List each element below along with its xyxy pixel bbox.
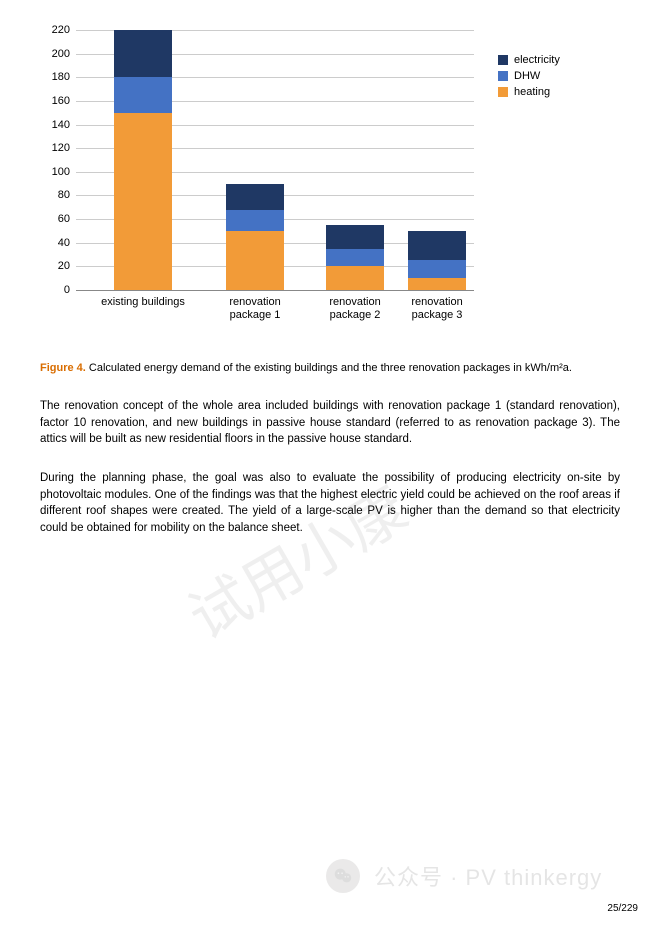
y-tick-label: 140 (42, 119, 70, 131)
y-tick-label: 60 (42, 213, 70, 225)
bar-segment-heating (326, 266, 384, 290)
legend-item-electricity: electricity (498, 54, 560, 66)
y-tick-label: 160 (42, 95, 70, 107)
chart-plot-area: 020406080100120140160180200220 (76, 30, 474, 291)
y-tick-label: 200 (42, 48, 70, 60)
wechat-watermark: 公众号 · PV thinkergy (320, 854, 640, 898)
legend-label: heating (514, 86, 550, 98)
figure-caption: Figure 4. Calculated energy demand of th… (40, 362, 620, 374)
bar-segment-heating (408, 278, 466, 290)
y-tick-label: 120 (42, 142, 70, 154)
bar-segment-electricity (114, 30, 172, 77)
bar-segment-electricity (326, 225, 384, 249)
bar-segment-electricity (408, 231, 466, 261)
paragraph-1: The renovation concept of the whole area… (40, 398, 620, 448)
legend-swatch (498, 55, 508, 65)
bar-segment-heating (114, 113, 172, 290)
wechat-icon (326, 859, 360, 893)
page-root: 试用小康 020406080100120140160180200220 elec… (0, 0, 660, 934)
x-category-label: existing buildings (95, 296, 191, 309)
legend-label: electricity (514, 54, 560, 66)
bar-segment-heating (226, 231, 284, 290)
paragraph-2: During the planning phase, the goal was … (40, 470, 620, 537)
y-tick-label: 40 (42, 237, 70, 249)
wechat-label: 公众号 · PV thinkergy (374, 860, 602, 892)
figure-label: Figure 4. (40, 362, 86, 374)
figure-caption-text: Calculated energy demand of the existing… (86, 362, 572, 374)
y-tick-label: 100 (42, 166, 70, 178)
legend-swatch (498, 87, 508, 97)
legend-item-heating: heating (498, 86, 560, 98)
bar-segment-DHW (326, 249, 384, 267)
legend-swatch (498, 71, 508, 81)
y-tick-label: 0 (42, 284, 70, 296)
bar-segment-electricity (226, 184, 284, 210)
legend-item-DHW: DHW (498, 70, 560, 82)
legend-label: DHW (514, 70, 540, 82)
bar-segment-DHW (408, 260, 466, 278)
bar-segment-DHW (226, 210, 284, 231)
y-tick-label: 180 (42, 71, 70, 83)
x-category-label: renovation package 1 (207, 296, 303, 322)
y-tick-label: 220 (42, 24, 70, 36)
energy-demand-chart: 020406080100120140160180200220 electrici… (30, 30, 630, 340)
y-tick-label: 20 (42, 260, 70, 272)
page-number: 25/229 (607, 903, 638, 914)
y-tick-label: 80 (42, 189, 70, 201)
x-category-label: renovation package 3 (389, 296, 485, 322)
chart-legend: electricity DHW heating (498, 54, 560, 102)
bar-segment-DHW (114, 77, 172, 112)
